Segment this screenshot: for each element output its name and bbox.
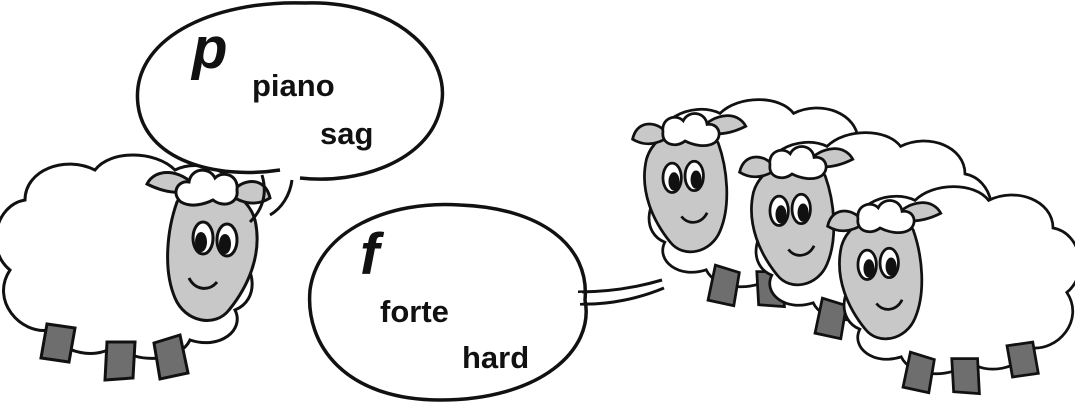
sheep-left <box>0 153 272 382</box>
translation-piano: sag <box>320 116 374 151</box>
term-forte: forte <box>380 294 449 329</box>
speech-bubble-right <box>307 202 665 402</box>
dynamic-symbol-forte: f <box>360 222 380 287</box>
dynamic-symbol-piano: p <box>192 16 228 81</box>
speech-bubble-left <box>135 1 445 224</box>
sheep-right-front <box>826 185 1075 395</box>
term-piano: piano <box>252 68 335 103</box>
translation-forte: hard <box>462 340 530 375</box>
